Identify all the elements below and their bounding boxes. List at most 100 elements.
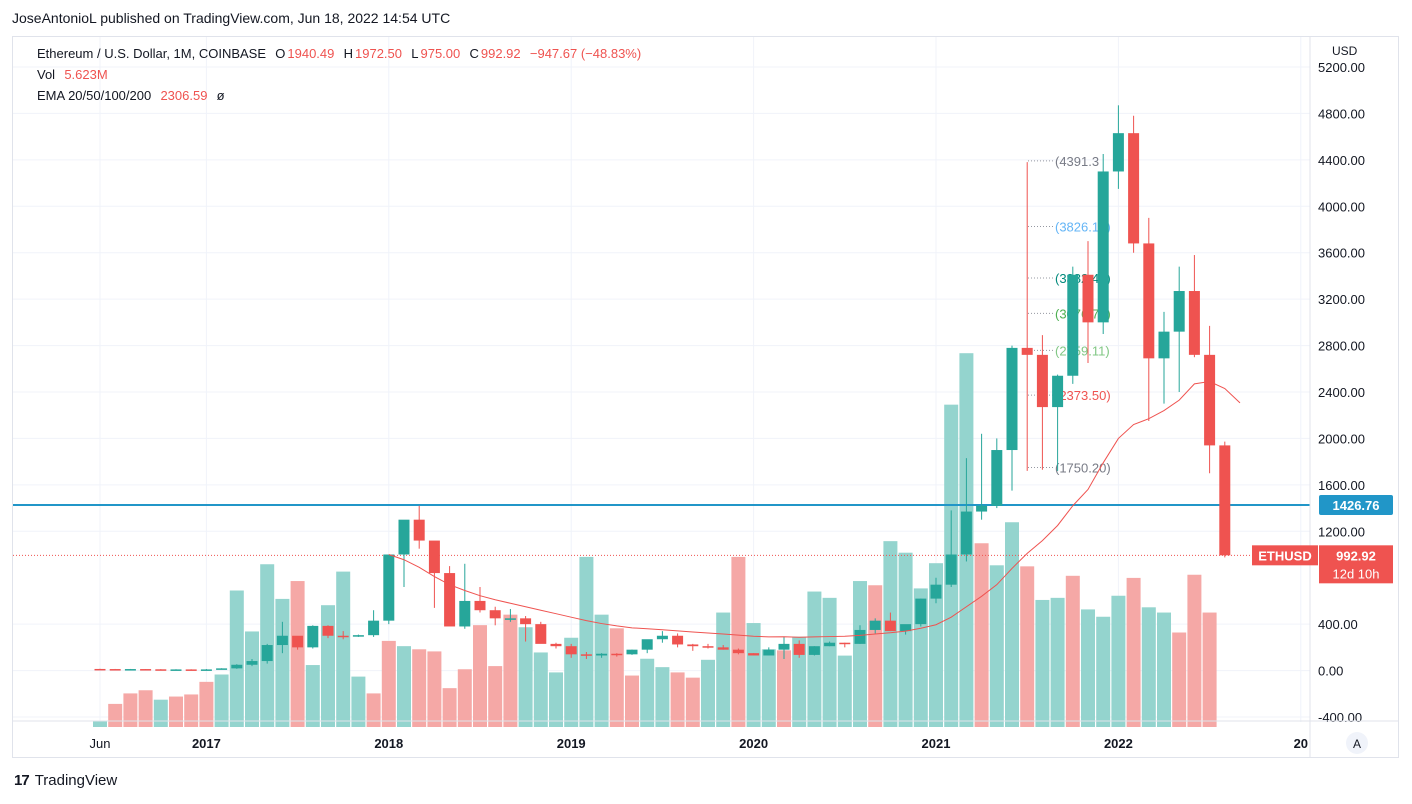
chart-panel[interactable]: (4391.3(3826.12)(3382.41)(3076.76)(2759.…: [12, 36, 1399, 758]
volume-bar: [777, 650, 791, 727]
volume-bar: [123, 693, 138, 727]
price-tick-label: 3200.00: [1318, 292, 1365, 307]
candle-body: [900, 624, 912, 632]
legend-ema[interactable]: EMA 20/50/100/200 2306.59 ø: [37, 85, 227, 106]
volume-bar: [1111, 595, 1126, 727]
legend-volume[interactable]: Vol 5.623M: [37, 64, 110, 85]
low-label: L: [411, 46, 419, 61]
candle-body: [596, 653, 608, 656]
volume-bar: [1172, 632, 1187, 727]
candle-body: [1067, 274, 1079, 376]
volume-bar: [412, 649, 427, 727]
candle-body: [824, 642, 836, 647]
volume-value: 5.623M: [64, 67, 108, 82]
volume-bar: [868, 585, 883, 727]
candle-body: [1173, 291, 1185, 332]
volume-bar: [503, 614, 518, 727]
price-scale: USD -400.00 0.00 400.00 1200.00 1600.00 2000.0…: [1252, 37, 1393, 757]
candle-body: [428, 540, 440, 574]
candle-body: [1097, 171, 1109, 323]
level-label-bg: [1319, 494, 1393, 515]
volume-bar: [792, 636, 807, 727]
volume-bar: [640, 658, 655, 727]
tradingview-footer[interactable]: 17 TradingView: [14, 772, 117, 789]
candle-body: [1082, 274, 1094, 323]
high-value: 1972.50: [355, 46, 403, 61]
volume-bar: [1126, 577, 1141, 727]
volume-bar: [989, 565, 1004, 727]
candle-body: [276, 635, 288, 646]
change-value: −947.67 (−48.83%): [529, 46, 642, 61]
time-scale: Jun 2017 2018 2019 2020 2021 2022 20 A: [13, 720, 1398, 754]
volume-bar: [366, 693, 381, 727]
auto-scale-label[interactable]: A: [1353, 737, 1361, 751]
price-tick-label: 0.00: [1318, 664, 1343, 679]
countdown-label: 12d 10h: [1333, 566, 1380, 581]
candle-body: [748, 653, 760, 656]
volume-bar: [609, 628, 624, 727]
candle-body: [717, 647, 729, 650]
candle-body: [200, 669, 212, 671]
volume-bar: [533, 652, 548, 727]
candle-body: [839, 642, 851, 645]
candle-body: [216, 668, 228, 670]
time-tick-label: 2021: [922, 736, 951, 751]
price-tick-label: 2800.00: [1318, 339, 1365, 354]
volume-bar: [1035, 599, 1050, 727]
price-chart[interactable]: (4391.3(3826.12)(3382.41)(3076.76)(2759.…: [13, 37, 1398, 757]
price-tick-label: 400.00: [1318, 617, 1358, 632]
candle-body: [185, 669, 197, 671]
candle-body: [368, 620, 380, 636]
ema-path: [388, 381, 1241, 638]
price-tick-label: 1600.00: [1318, 478, 1365, 493]
volume-bar: [549, 672, 563, 727]
volume-bar: [305, 665, 320, 727]
volume-bar: [761, 649, 776, 727]
candle-body: [1021, 347, 1033, 355]
candle-body: [702, 646, 714, 648]
grid-lines: [13, 37, 1310, 722]
candle-body: [869, 620, 881, 630]
fib-level-label: (2759.11): [1055, 343, 1110, 358]
volume-bar: [670, 672, 685, 727]
volume-bar: [837, 655, 852, 727]
symbol-title[interactable]: Ethereum / U.S. Dollar, 1M, COINBASE: [37, 46, 267, 61]
candle-body: [778, 643, 790, 650]
volume-bar: [336, 571, 351, 727]
volume-bar: [564, 637, 579, 727]
candle-body: [459, 600, 471, 627]
volume-bar: [290, 581, 305, 727]
volume-bar: [746, 623, 761, 727]
candle-body: [94, 668, 106, 671]
candle-body: [611, 653, 623, 656]
candle-body: [1204, 354, 1216, 446]
volume-bar: [625, 675, 639, 727]
price-tick-label: 5200.00: [1318, 60, 1365, 75]
volume-bar: [229, 590, 244, 727]
last-price-bg: [1319, 545, 1393, 584]
candle-body: [292, 635, 304, 648]
close-label: C: [469, 46, 479, 61]
ema-label: EMA 20/50/100/200: [37, 88, 152, 103]
volume-label: Vol: [37, 67, 56, 82]
auto-scale-button[interactable]: [1346, 732, 1368, 754]
volume-bar: [442, 688, 457, 727]
volume-bar: [245, 631, 259, 727]
candle-body: [322, 625, 334, 636]
volume-bar: [457, 669, 472, 727]
candle-body: [109, 669, 121, 671]
candle-body: [1219, 445, 1231, 556]
candle-body: [504, 618, 516, 620]
candle-body: [808, 646, 820, 655]
price-tick-label: 4000.00: [1318, 199, 1365, 214]
volume-bar: [184, 694, 199, 727]
volume-bar: [883, 541, 898, 727]
candle-body: [307, 625, 319, 648]
candle-body: [231, 664, 243, 669]
candle-body: [763, 649, 775, 656]
fib-level-label: (3826.12): [1055, 219, 1111, 234]
candle-body: [960, 511, 972, 555]
tradingview-brand: TradingView: [34, 772, 118, 789]
price-tick-label: -400.00: [1318, 710, 1362, 725]
time-tick-label: Jun: [90, 736, 111, 751]
